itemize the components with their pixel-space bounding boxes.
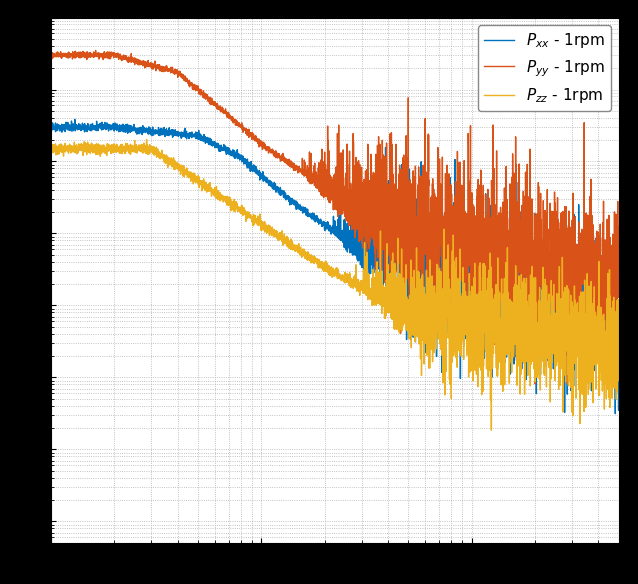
$P_{zz}$ - 1rpm bbox=[487, 427, 495, 434]
$P_{yy}$ - 1rpm bbox=[47, 49, 55, 56]
$P_{zz}$ - 1rpm bbox=[570, 327, 577, 334]
Line: $P_{yy}$ - 1rpm: $P_{yy}$ - 1rpm bbox=[51, 50, 619, 384]
$P_{xx}$ - 1rpm bbox=[286, 201, 293, 208]
$P_{xx}$ - 1rpm bbox=[615, 341, 623, 348]
$P_{zz}$ - 1rpm bbox=[598, 311, 605, 318]
$P_{yy}$ - 1rpm bbox=[290, 166, 298, 173]
$P_{xx}$ - 1rpm bbox=[570, 374, 577, 381]
$P_{xx}$ - 1rpm bbox=[47, 124, 55, 131]
$P_{xx}$ - 1rpm bbox=[611, 410, 619, 417]
$P_{yy}$ - 1rpm bbox=[92, 47, 100, 54]
$P_{yy}$ - 1rpm bbox=[598, 302, 605, 309]
$P_{zz}$ - 1rpm bbox=[317, 260, 325, 267]
Legend: $P_{xx}$ - 1rpm, $P_{yy}$ - 1rpm, $P_{zz}$ - 1rpm: $P_{xx}$ - 1rpm, $P_{yy}$ - 1rpm, $P_{zz… bbox=[477, 25, 611, 112]
$P_{zz}$ - 1rpm bbox=[290, 243, 298, 250]
$P_{yy}$ - 1rpm bbox=[317, 192, 325, 199]
$P_{zz}$ - 1rpm bbox=[286, 239, 293, 246]
$P_{yy}$ - 1rpm bbox=[286, 161, 293, 168]
$P_{xx}$ - 1rpm bbox=[290, 197, 298, 204]
Line: $P_{xx}$ - 1rpm: $P_{xx}$ - 1rpm bbox=[51, 120, 619, 413]
Line: $P_{zz}$ - 1rpm: $P_{zz}$ - 1rpm bbox=[51, 140, 619, 430]
$P_{yy}$ - 1rpm bbox=[570, 293, 577, 300]
$P_{xx}$ - 1rpm bbox=[598, 325, 605, 332]
$P_{yy}$ - 1rpm bbox=[615, 242, 623, 249]
$P_{xx}$ - 1rpm bbox=[317, 217, 325, 224]
$P_{zz}$ - 1rpm bbox=[460, 356, 468, 363]
$P_{zz}$ - 1rpm bbox=[47, 141, 55, 148]
$P_{zz}$ - 1rpm bbox=[615, 377, 623, 384]
$P_{yy}$ - 1rpm bbox=[460, 221, 468, 228]
$P_{zz}$ - 1rpm bbox=[143, 136, 151, 143]
$P_{yy}$ - 1rpm bbox=[531, 380, 538, 387]
$P_{xx}$ - 1rpm bbox=[71, 116, 78, 123]
$P_{xx}$ - 1rpm bbox=[460, 249, 468, 256]
